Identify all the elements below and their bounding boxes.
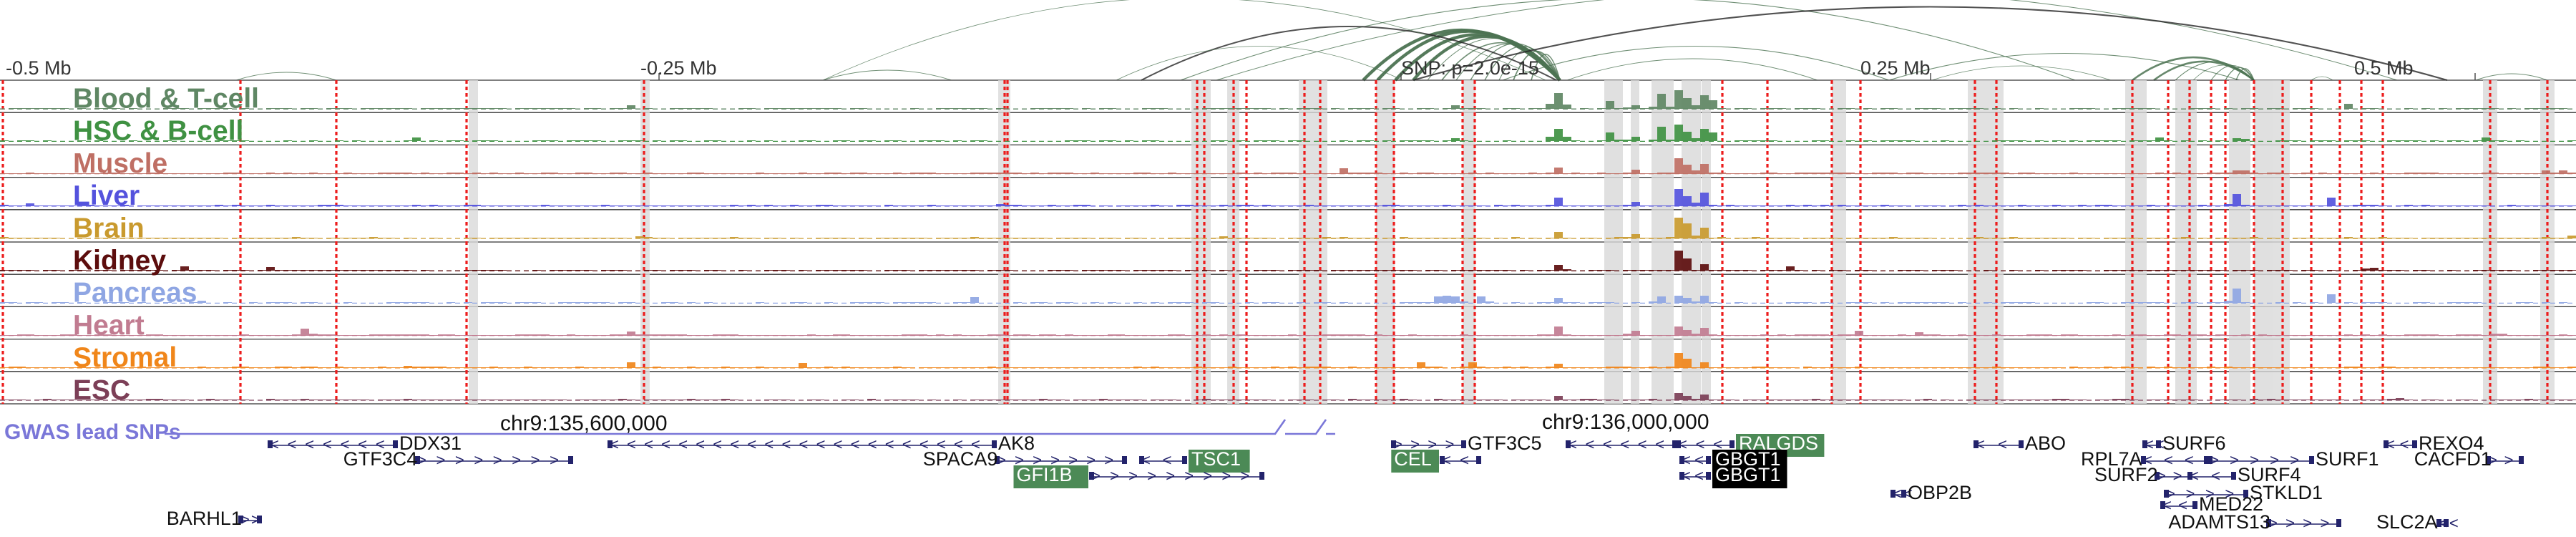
svg-text:Liver: Liver <box>73 180 140 211</box>
svg-text:>>>>: >>>> <box>2268 514 2338 532</box>
svg-text:GBGT1: GBGT1 <box>1715 464 1781 485</box>
svg-text:>>: >> <box>2157 467 2189 485</box>
svg-text:0.25 Mb: 0.25 Mb <box>1860 57 1931 79</box>
svg-text:Kidney: Kidney <box>73 246 166 276</box>
svg-text:GWAS lead SNPs: GWAS lead SNPs <box>4 420 181 444</box>
svg-text:SURF2: SURF2 <box>2094 464 2158 485</box>
svg-text:chr9:135,600,000: chr9:135,600,000 <box>500 412 668 435</box>
svg-text:<<: << <box>2439 514 2460 532</box>
svg-text:>>>>>>>>: >>>>>>>> <box>417 451 569 469</box>
svg-text:BARHL1: BARHL1 <box>167 508 242 529</box>
svg-text:HSC & B-cell: HSC & B-cell <box>73 116 243 147</box>
svg-text:GFI1B: GFI1B <box>1017 464 1073 485</box>
svg-text:SURF1: SURF1 <box>2316 448 2379 470</box>
svg-text:SPACA9: SPACA9 <box>923 448 998 470</box>
svg-text:CACFD1: CACFD1 <box>2414 448 2492 470</box>
svg-text:GTF3C5: GTF3C5 <box>1468 432 1542 454</box>
svg-text:chr9:136,000,000: chr9:136,000,000 <box>1542 410 1709 434</box>
svg-text:-0.5 Mb: -0.5 Mb <box>6 57 72 79</box>
svg-text:<<: << <box>2190 467 2233 485</box>
svg-text:<<: << <box>1682 467 1707 485</box>
svg-text:Blood & T-cell: Blood & T-cell <box>73 84 259 115</box>
svg-text:SLC2A: SLC2A <box>2376 511 2438 533</box>
svg-text:GTF3C4: GTF3C4 <box>343 448 418 470</box>
svg-text:Brain: Brain <box>73 213 145 243</box>
svg-text:<<: << <box>1976 435 2020 453</box>
svg-text:>>>>>>>>>: >>>>>>>>> <box>1091 467 1259 485</box>
svg-text:ESC: ESC <box>73 374 130 405</box>
svg-text:Pancreas: Pancreas <box>73 278 197 309</box>
svg-text:<<: << <box>1442 451 1478 469</box>
svg-text:<<<<<<: <<<<<< <box>1568 435 1673 453</box>
svg-text:CEL: CEL <box>1394 448 1432 470</box>
svg-text:SNP: p=2.0e-15: SNP: p=2.0e-15 <box>1401 57 1539 79</box>
svg-text:Heart: Heart <box>73 310 145 341</box>
svg-text:>>: >> <box>2488 451 2520 469</box>
svg-text:ADAMTS13: ADAMTS13 <box>2168 511 2270 533</box>
svg-text:<<: << <box>2386 435 2414 453</box>
svg-text:ABO: ABO <box>2025 432 2066 454</box>
svg-text:0.5 Mb: 0.5 Mb <box>2354 57 2414 79</box>
svg-text:OBP2B: OBP2B <box>1908 482 1972 503</box>
svg-text:Muscle: Muscle <box>73 148 167 179</box>
svg-text:Stromal: Stromal <box>73 342 177 373</box>
svg-text:-0.25 Mb: -0.25 Mb <box>640 57 717 79</box>
